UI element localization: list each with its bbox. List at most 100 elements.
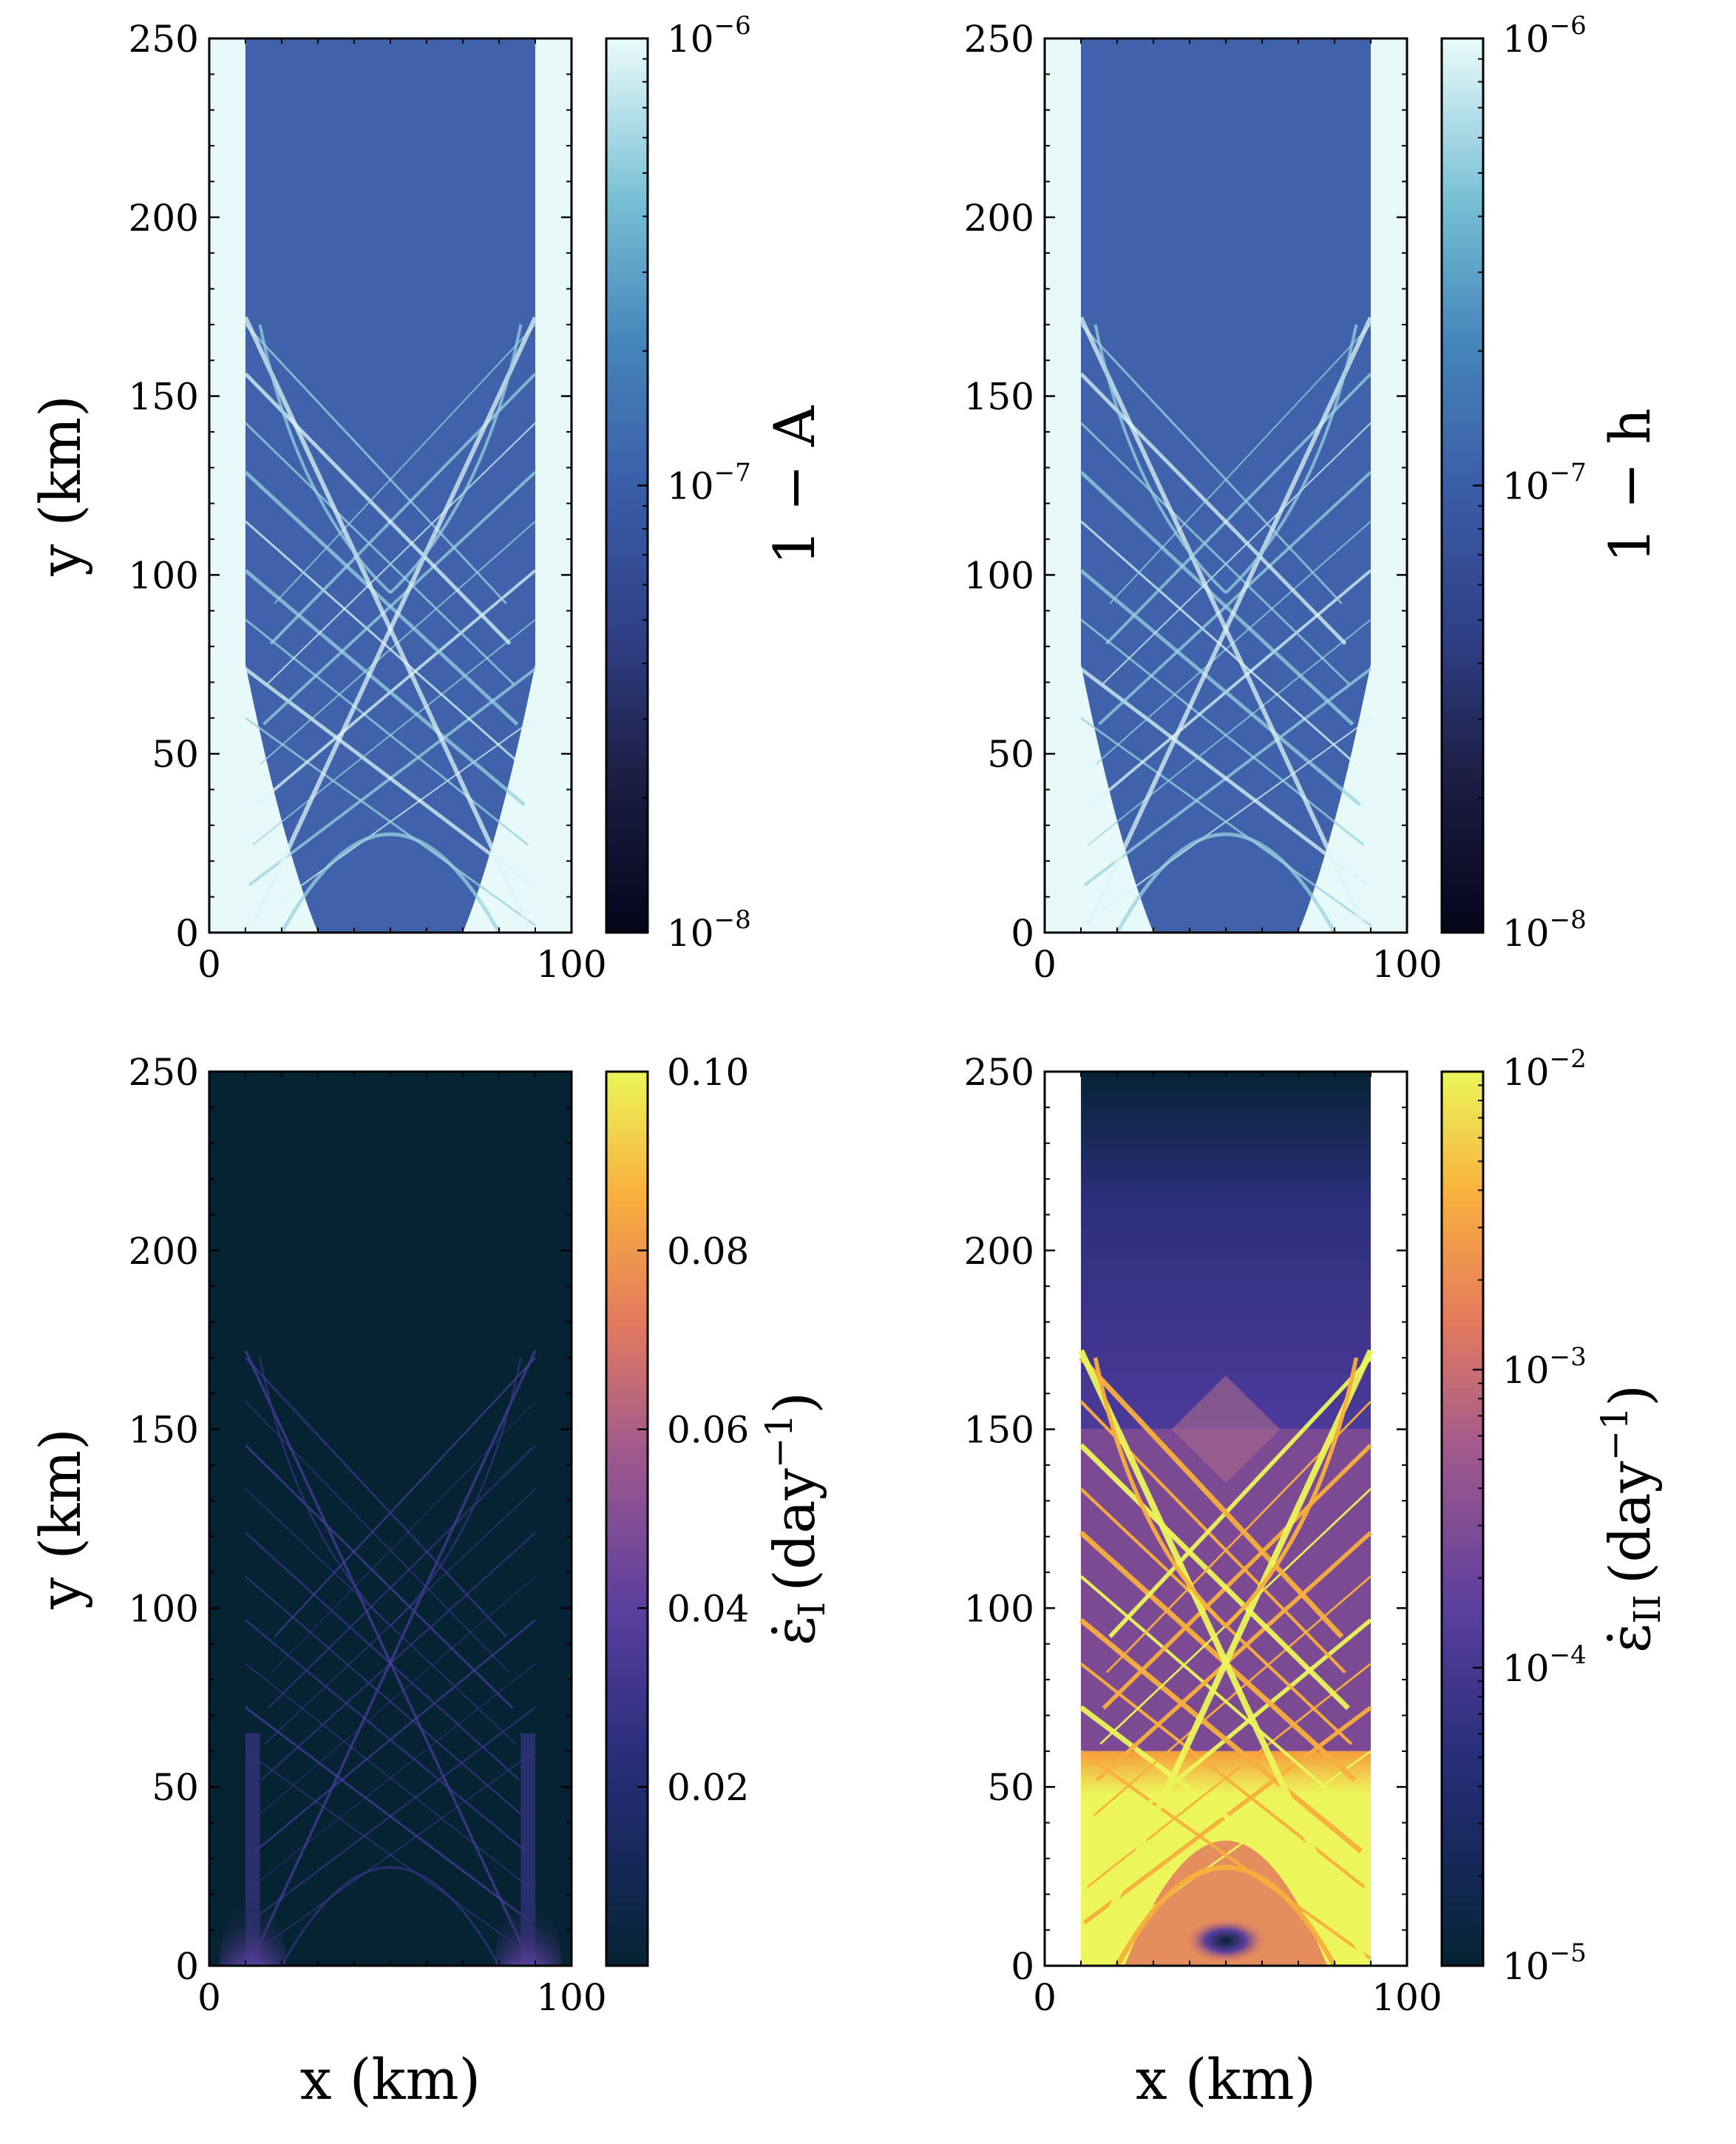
fracture-arc bbox=[259, 1357, 391, 1627]
y-tick-label: 200 bbox=[129, 1230, 199, 1273]
colorbar-tick-base: 10 bbox=[1502, 465, 1550, 508]
fracture-line bbox=[245, 1575, 523, 1816]
y-tick-label: 150 bbox=[129, 1409, 199, 1452]
colorbar: 10−610−710−81 − h bbox=[1440, 11, 1663, 955]
fracture-line bbox=[244, 323, 507, 605]
x-axis-label: x (km) bbox=[300, 2046, 481, 2112]
fracture-arc bbox=[1094, 324, 1227, 595]
fracture-line bbox=[1079, 372, 1347, 646]
fracture-line bbox=[1105, 372, 1372, 645]
fracture-line bbox=[1079, 1530, 1357, 1782]
fracture-line bbox=[248, 1706, 536, 1924]
fracture-arc bbox=[258, 324, 392, 595]
colorbar-tick-base: 10 bbox=[1502, 912, 1550, 955]
colorbar-tick-base: 10 bbox=[1502, 18, 1550, 61]
colorbar-tick-base: 10 bbox=[1502, 1051, 1550, 1094]
fracture-arc bbox=[389, 324, 523, 595]
colorbar-tick-base: 10 bbox=[1502, 1647, 1550, 1690]
fracture-line bbox=[1108, 1356, 1373, 1639]
y-tick-label: 0 bbox=[175, 1945, 199, 1988]
y-tick-label: 50 bbox=[152, 1766, 199, 1809]
fracture-line bbox=[1080, 717, 1371, 927]
y-tick-label: 250 bbox=[964, 18, 1034, 61]
fracture-line bbox=[245, 618, 529, 846]
fracture-line bbox=[1085, 1349, 1374, 1961]
y-tick-label: 150 bbox=[129, 376, 199, 419]
fracture-line bbox=[243, 316, 530, 927]
colorbar: 0.10 0.08 0.06 0.04 0.02 ε̇I (day−1) bbox=[605, 1051, 833, 1967]
fracture-line bbox=[1086, 1663, 1371, 1888]
colorbar-tick-label: 0.08 bbox=[667, 1230, 749, 1273]
fracture-arc bbox=[1115, 832, 1337, 933]
fracture-line bbox=[1089, 1618, 1372, 1853]
fracture-line bbox=[1079, 470, 1354, 726]
colorbar-label: ε̇I (day−1) bbox=[758, 1392, 833, 1646]
fracture-line bbox=[1079, 1356, 1344, 1639]
diamond-region bbox=[1171, 1376, 1281, 1484]
colorbar-tick-label: 10−7 bbox=[1502, 459, 1587, 508]
fracture-line bbox=[1102, 422, 1371, 685]
x-tick-label: 0 bbox=[1033, 1976, 1057, 2019]
colorbar-tick-exponent: −8 bbox=[1550, 905, 1587, 935]
fracture-line bbox=[245, 1706, 533, 1924]
fracture-line bbox=[262, 470, 537, 726]
fracture-arc bbox=[1224, 1357, 1359, 1628]
y-tick-label: 0 bbox=[175, 912, 199, 955]
fracture-line bbox=[244, 1356, 507, 1638]
colorbar-label-unit: (day bbox=[762, 1468, 827, 1592]
y-tick-label: 100 bbox=[964, 554, 1034, 597]
colorbar-tick-label: 10−7 bbox=[667, 459, 751, 508]
colorbar-tick-label: 10−2 bbox=[1502, 1044, 1587, 1094]
x-tick-label: 0 bbox=[1033, 943, 1057, 986]
y-tick-label: 0 bbox=[1011, 1945, 1034, 1988]
fracture-line bbox=[1079, 422, 1350, 685]
colorbar-label-close: ) bbox=[1597, 1384, 1663, 1407]
fracture-line bbox=[254, 1619, 536, 1853]
base-arc bbox=[1124, 1840, 1328, 1966]
fracture-line bbox=[258, 1575, 536, 1816]
fracture-line bbox=[252, 619, 536, 846]
sea-ice-region bbox=[245, 38, 535, 933]
colorbar-label-main: ε̇ bbox=[762, 1617, 827, 1646]
fracture-line bbox=[1080, 618, 1365, 846]
y-tick-label: 250 bbox=[129, 18, 199, 61]
fracture-line bbox=[1083, 667, 1372, 887]
colorbar-tick-label: 10−6 bbox=[667, 11, 751, 61]
colorbar: 10−610−710−81 − A bbox=[605, 11, 827, 955]
y-tick-label: 100 bbox=[129, 1587, 199, 1630]
y-tick-label: 50 bbox=[987, 733, 1034, 776]
fracture-line bbox=[245, 1663, 529, 1888]
fracture-line bbox=[1109, 324, 1371, 604]
colorbar-tick-exponent: −6 bbox=[1550, 11, 1587, 41]
colorbar-tick-base: 10 bbox=[667, 912, 714, 955]
colorbar-label-main: 1 − A bbox=[762, 405, 827, 565]
y-tick-label: 150 bbox=[964, 1409, 1034, 1452]
fracture-line bbox=[244, 372, 512, 646]
fracture-arc bbox=[1224, 324, 1358, 595]
fracture-line bbox=[244, 667, 533, 887]
fracture-line bbox=[1091, 569, 1372, 806]
fracture-line bbox=[245, 717, 536, 927]
fracture-line bbox=[1079, 1443, 1350, 1711]
sea-ice-region bbox=[1081, 38, 1371, 933]
y-tick-label: 150 bbox=[964, 376, 1034, 419]
colorbar-label: ε̇II (day−1) bbox=[1593, 1384, 1669, 1653]
fracture-arc bbox=[1093, 1357, 1227, 1628]
fracture-line bbox=[1102, 1444, 1372, 1710]
x-tick-label: 0 bbox=[197, 943, 221, 986]
colorbar-tick-exponent: −5 bbox=[1550, 1938, 1587, 1968]
heatmap-image bbox=[209, 38, 572, 933]
fracture-line bbox=[251, 316, 538, 927]
colorbar-tick-base: 10 bbox=[667, 18, 714, 61]
heatmap-image bbox=[1045, 1072, 1407, 1966]
y-tick-label: 100 bbox=[964, 1587, 1034, 1630]
colorbar-tick-label: 10−8 bbox=[1502, 905, 1587, 955]
colorbar-tick-exponent: −6 bbox=[714, 11, 751, 41]
colorbar-label-unit: (day bbox=[1597, 1461, 1663, 1584]
fracture-line bbox=[1088, 619, 1371, 846]
fracture-line bbox=[1079, 667, 1369, 887]
colorbar: 10−210−310−410−5ε̇II(day−1) bbox=[1440, 1044, 1669, 1988]
